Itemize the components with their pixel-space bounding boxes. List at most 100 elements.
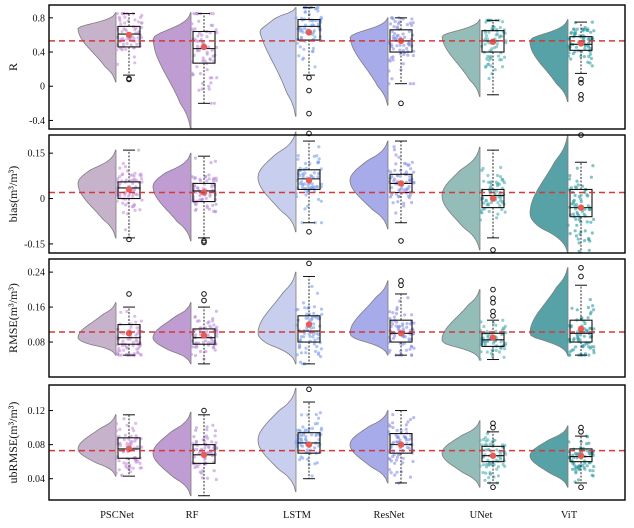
box-lstm: [297, 169, 321, 191]
data-point: [390, 322, 395, 326]
data-point: [120, 29, 124, 34]
data-point: [483, 478, 487, 482]
data-point: [497, 350, 501, 354]
data-point: [585, 342, 589, 346]
data-point: [387, 430, 391, 434]
data-point: [134, 421, 138, 425]
data-point: [210, 440, 214, 444]
y-tick-label: 0.08: [28, 440, 46, 451]
data-point: [412, 82, 416, 86]
data-point: [504, 41, 508, 45]
data-point: [587, 54, 591, 59]
data-point: [320, 182, 324, 186]
data-point: [586, 305, 591, 310]
data-point: [296, 154, 300, 158]
data-point: [587, 353, 591, 357]
data-point: [403, 161, 407, 166]
outlier-point: [306, 229, 312, 235]
mean-marker: [125, 186, 133, 193]
data-point: [408, 417, 413, 422]
series-unet: [441, 18, 508, 97]
data-point: [115, 62, 120, 66]
data-point: [298, 433, 302, 437]
data-point: [478, 438, 482, 442]
data-point: [391, 336, 396, 340]
data-point: [195, 319, 200, 323]
data-point: [579, 199, 583, 204]
data-point: [124, 464, 128, 468]
violin-resnet: [349, 410, 389, 484]
data-point: [207, 87, 211, 91]
data-point: [299, 335, 304, 339]
data-point: [205, 434, 209, 438]
data-point: [115, 179, 119, 183]
chart-panel-2: -0.15 0 0.15 bias(m³/m³): [6, 130, 626, 254]
data-point: [579, 316, 583, 320]
data-point: [212, 209, 216, 213]
data-point: [208, 57, 212, 61]
data-point: [215, 331, 219, 336]
violin-rf: [152, 302, 192, 365]
data-point: [319, 428, 323, 432]
data-point: [412, 170, 416, 174]
series-unet: [441, 146, 507, 253]
data-point: [487, 209, 491, 214]
data-point: [203, 457, 207, 461]
data-point: [193, 465, 197, 470]
data-point: [485, 203, 489, 207]
data-point: [395, 435, 399, 440]
data-point: [500, 207, 504, 212]
data-point: [484, 64, 488, 68]
data-point: [496, 184, 500, 188]
data-point: [197, 31, 201, 35]
data-point: [211, 345, 215, 349]
data-point: [393, 168, 397, 172]
data-point: [191, 73, 195, 77]
outlier-point: [578, 96, 584, 102]
y-axis-label: RMSE(m³/m³): [6, 283, 20, 353]
data-point: [485, 340, 489, 344]
data-point: [134, 320, 138, 324]
data-point: [402, 204, 406, 208]
data-point: [484, 471, 488, 475]
data-point: [409, 344, 414, 348]
data-point: [495, 448, 499, 452]
data-point: [115, 429, 119, 433]
data-point: [490, 183, 494, 187]
data-point: [577, 195, 581, 199]
data-point: [393, 334, 397, 338]
y-tick-label: -0.15: [24, 239, 45, 250]
data-point: [575, 223, 579, 227]
series-resnet: [349, 410, 416, 485]
series-vit: [529, 424, 596, 491]
series-pscnet: [77, 12, 144, 83]
violin-rf: [152, 12, 192, 130]
data-point: [568, 177, 572, 181]
series-unet: [441, 286, 508, 362]
data-point: [590, 231, 594, 235]
data-point: [391, 425, 395, 430]
data-point: [588, 452, 592, 456]
data-point: [583, 239, 587, 243]
data-point: [139, 353, 143, 357]
data-point: [406, 42, 410, 46]
data-point: [499, 165, 503, 170]
data-point: [311, 46, 315, 51]
data-point: [312, 322, 316, 326]
data-point: [397, 194, 401, 199]
data-point: [122, 461, 126, 465]
data-point: [133, 171, 137, 175]
data-point: [118, 166, 122, 170]
y-tick-label: 0.8: [33, 13, 46, 24]
data-point: [120, 12, 125, 16]
data-point: [399, 186, 403, 190]
data-point: [391, 47, 395, 51]
data-point: [587, 207, 591, 211]
data-point: [391, 421, 395, 425]
chart-panel-1: -0.4 0 0.4 0.8 R: [6, 4, 626, 130]
data-point: [123, 203, 128, 207]
data-point: [391, 34, 395, 39]
data-point: [390, 77, 394, 81]
data-point: [205, 476, 210, 480]
data-point: [201, 56, 205, 60]
